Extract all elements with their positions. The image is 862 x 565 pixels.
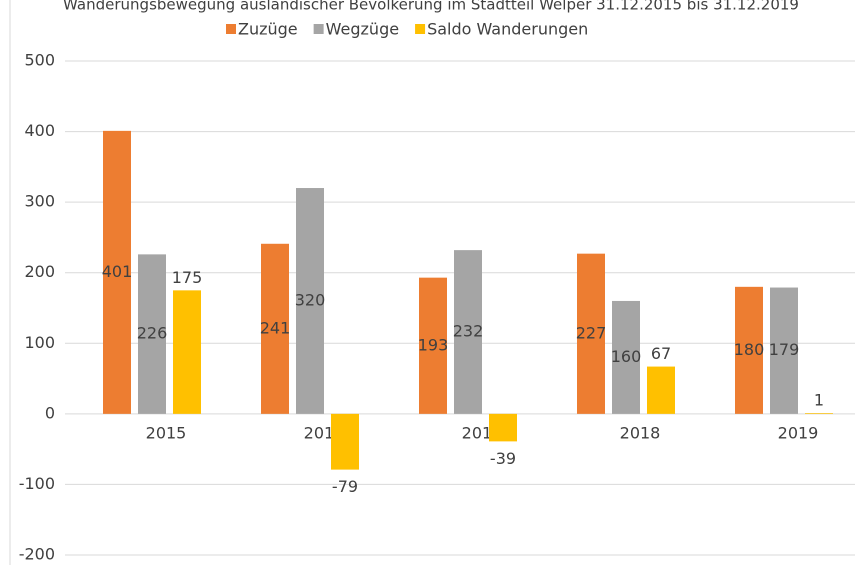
data-label: 67 [651,344,671,363]
data-label: 227 [576,323,607,342]
y-tick-label: 400 [24,121,55,140]
data-label: 160 [611,347,642,366]
bar [489,413,517,442]
data-label: 1 [814,391,824,410]
data-label: -39 [490,449,516,468]
data-label: 180 [734,340,765,359]
legend-label: Saldo Wanderungen [427,20,588,39]
bar [103,130,131,414]
y-tick-label: -100 [19,474,55,493]
bar [770,287,798,414]
legend-label: Zuzüge [238,20,298,39]
x-tick-label: 2019 [778,423,819,442]
bar [261,243,289,414]
bar [612,300,640,414]
chart-title: Wanderungsbewegung ausländischer Bevölke… [63,0,799,14]
data-label: 241 [260,318,291,337]
y-tick-label: -200 [19,545,55,564]
data-label: 179 [769,340,800,359]
legend-label: Wegzüge [326,20,399,39]
bar [296,188,324,414]
data-label: 320 [295,290,326,309]
data-label: 175 [172,268,203,287]
data-label: 193 [418,335,449,354]
y-tick-label: 500 [24,51,55,70]
y-tick-label: 0 [45,403,55,422]
bar [735,286,763,414]
bar [419,277,447,414]
legend-swatch [415,24,426,34]
bar [805,413,833,414]
bar [331,413,359,470]
data-label: 401 [102,262,133,281]
bar [454,250,482,414]
bar [577,253,605,414]
legend-swatch [313,24,324,34]
bar [647,366,675,414]
bar [138,254,166,414]
y-tick-label: 100 [24,333,55,352]
data-label: -79 [332,477,358,496]
legend-swatch [226,24,236,34]
bar [173,290,201,414]
y-tick-label: 300 [24,192,55,211]
data-label: 226 [137,324,168,343]
x-tick-label: 2015 [146,423,187,442]
x-tick-label: 2018 [620,423,661,442]
data-label: 232 [453,321,484,340]
y-tick-label: 200 [24,262,55,281]
